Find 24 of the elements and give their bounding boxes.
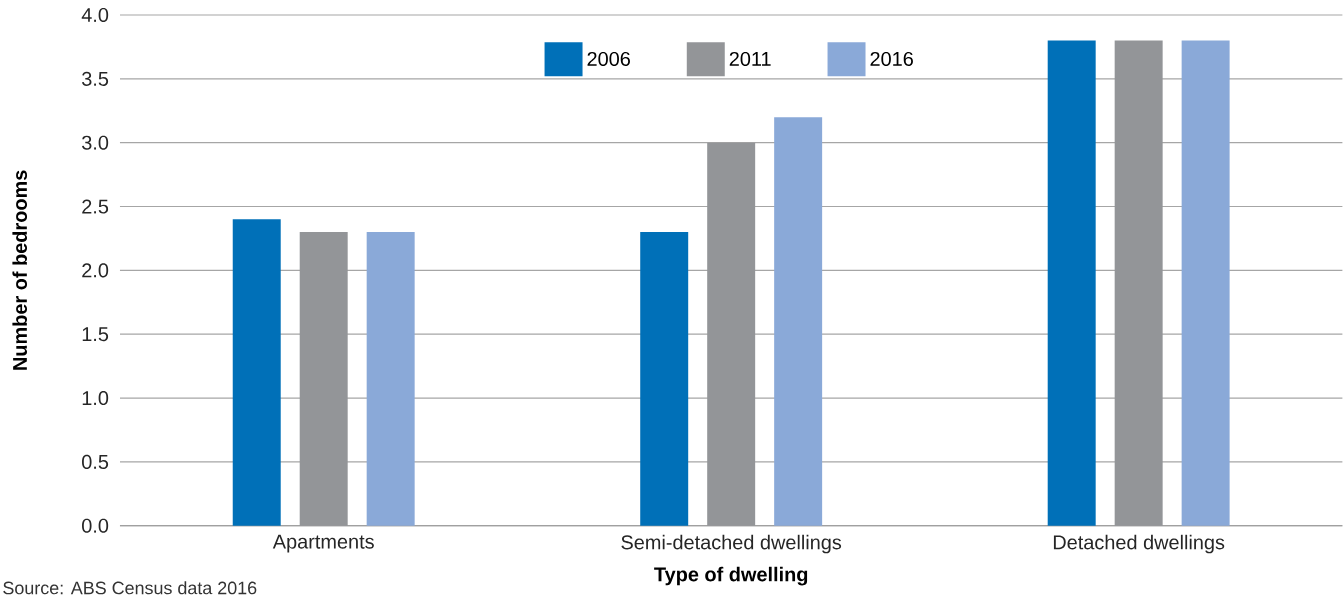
bar	[640, 232, 689, 526]
legend-label: 2006	[587, 52, 630, 67]
y-tick-label: 1.0	[82, 391, 109, 406]
y-tick-label: 2.0	[82, 263, 109, 278]
bar	[1181, 40, 1230, 526]
x-tick-label: Semi-detached dwellings	[621, 534, 842, 554]
bar	[1047, 40, 1096, 526]
bar	[774, 117, 823, 526]
bar	[232, 219, 281, 526]
x-tick-label: Apartments	[272, 534, 374, 553]
bar	[366, 232, 415, 526]
x-axis-title: Type of dwelling	[654, 566, 808, 586]
x-tick-label: Detached dwellings	[1053, 534, 1225, 554]
legend-label: 2011	[729, 52, 771, 67]
y-tick-label: 0.5	[82, 455, 109, 470]
source-note: Source: ABS Census data 2016	[3, 581, 257, 595]
y-tick-label: 3.5	[81, 71, 109, 87]
legend-label: 2016	[870, 52, 913, 67]
y-axis-title: Number of bedrooms	[12, 170, 28, 370]
y-tick-label: 4.0	[81, 8, 109, 23]
y-tick-label: 3.0	[81, 135, 109, 150]
y-tick-label: 0.0	[82, 518, 109, 533]
y-tick-label: 2.5	[82, 199, 109, 214]
y-tick-label: 1.5	[82, 327, 109, 342]
